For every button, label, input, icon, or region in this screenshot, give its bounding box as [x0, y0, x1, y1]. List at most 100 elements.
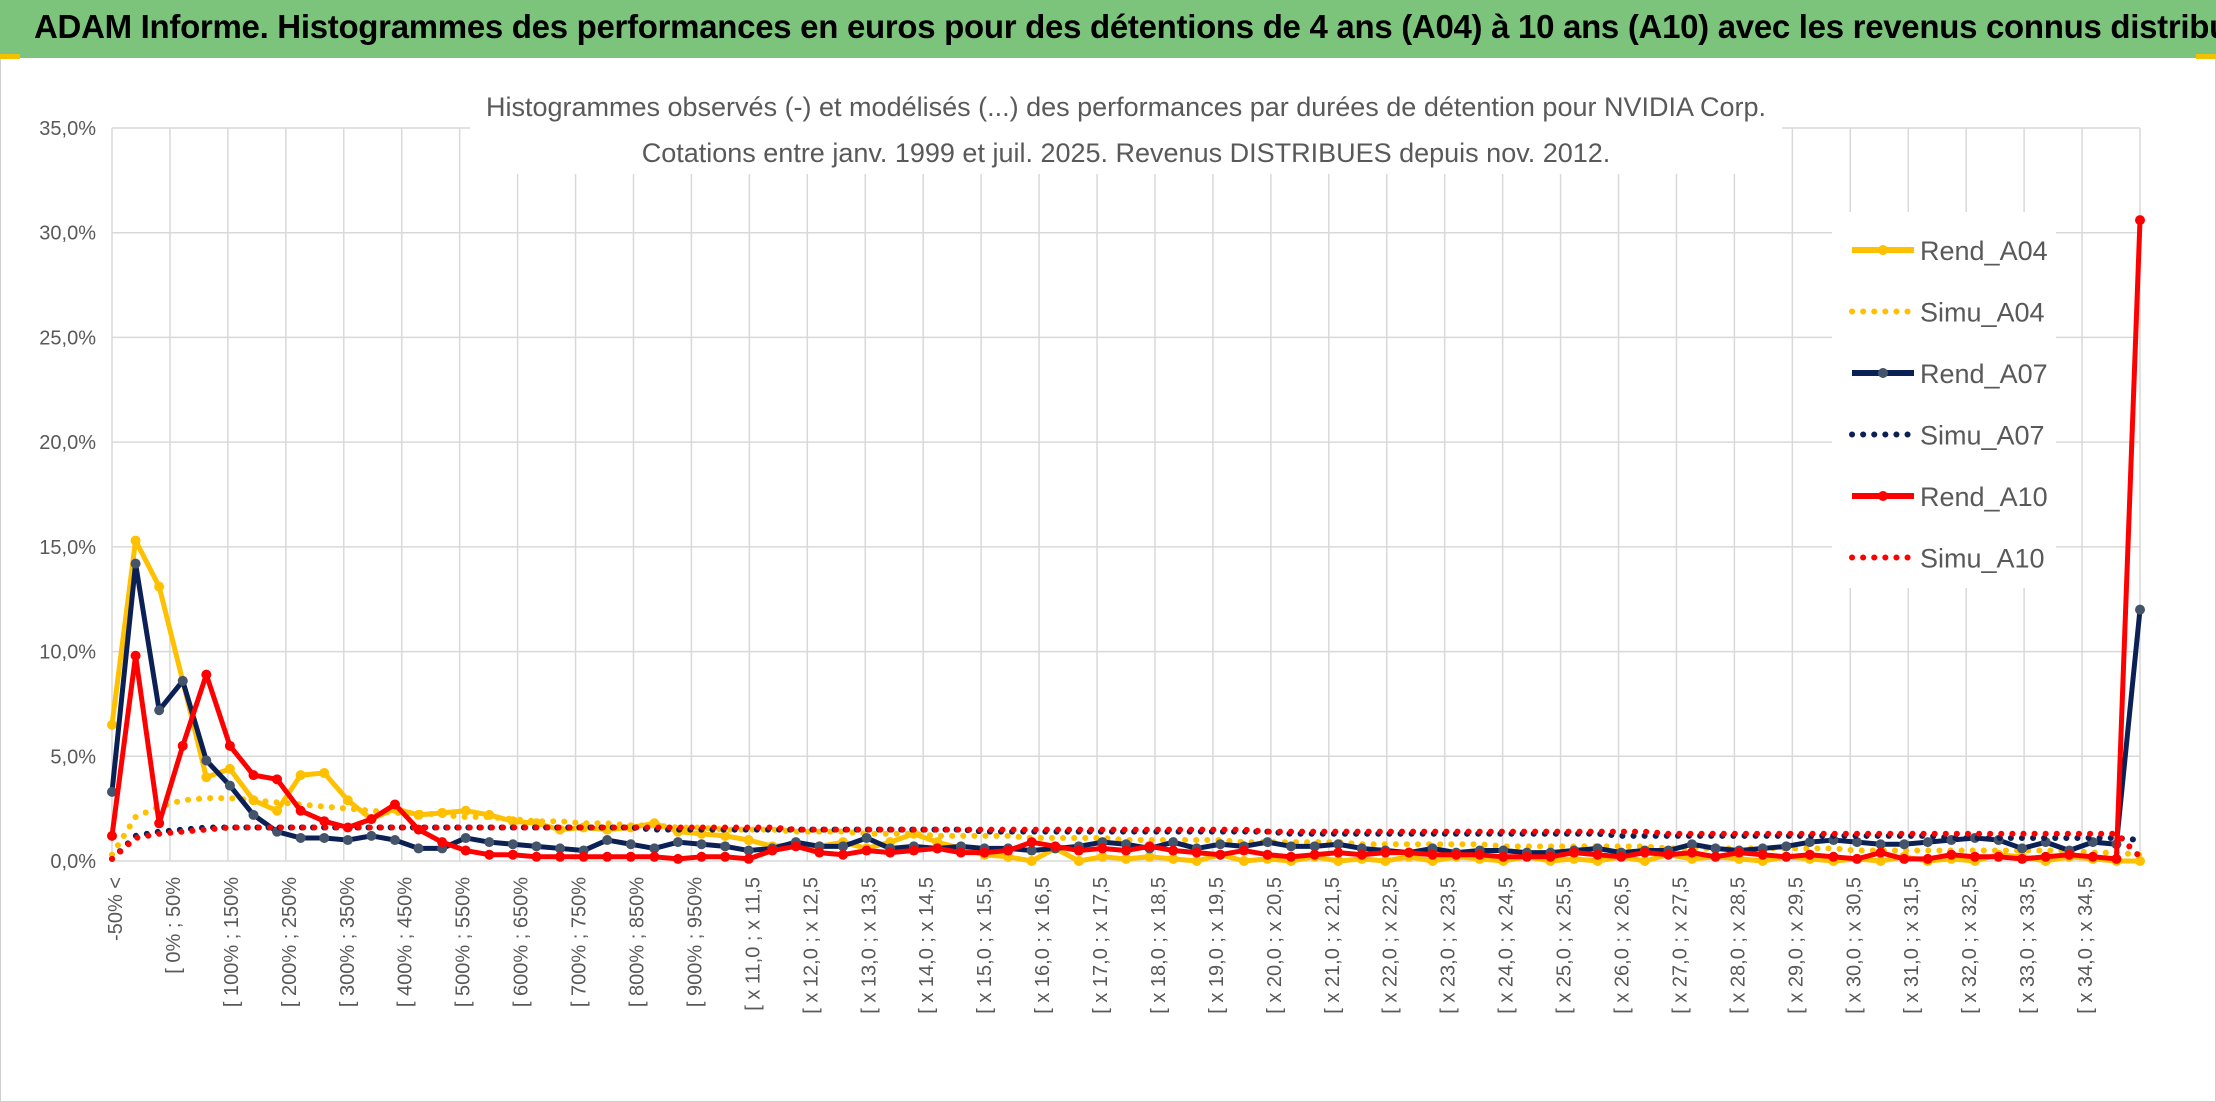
data-point — [1686, 847, 1697, 858]
data-point — [720, 830, 731, 841]
data-point — [201, 755, 212, 766]
x-axis-ticks: -50% < [ 0% ; 50% [ 100% ; 150% [ 200% ; 25… — [105, 877, 2097, 1014]
data-point — [1734, 847, 1745, 858]
data-point — [1781, 841, 1792, 852]
data-point — [177, 675, 188, 686]
x-tick-label: -50% < — [105, 877, 127, 941]
data-point — [295, 805, 306, 816]
data-point — [1309, 841, 1320, 852]
data-point — [1026, 837, 1037, 848]
data-point — [1875, 847, 1886, 858]
data-point — [1757, 849, 1768, 860]
data-point — [1215, 839, 1226, 850]
data-point — [1875, 839, 1886, 850]
x-tick-label: [ 500% ; 550% — [453, 877, 475, 1007]
data-point — [2135, 856, 2145, 866]
data-point — [1852, 837, 1863, 848]
legend-label: Simu_A07 — [1920, 421, 2045, 451]
legend-label: Rend_A04 — [1920, 236, 2048, 266]
data-point — [625, 839, 636, 850]
data-point — [107, 830, 117, 841]
y-tick-label: 5,0% — [50, 746, 96, 768]
x-tick-label: [ 900% ; 950% — [684, 877, 706, 1007]
data-point — [696, 839, 707, 850]
data-point — [460, 845, 471, 856]
series-line — [109, 824, 2143, 862]
data-point — [767, 845, 778, 856]
data-point — [389, 799, 400, 810]
legend-label: Simu_A04 — [1920, 298, 2045, 328]
data-point — [272, 805, 283, 816]
data-point — [861, 845, 872, 856]
data-point — [1191, 847, 1202, 858]
y-tick-label: 25,0% — [39, 327, 96, 349]
data-point — [1026, 845, 1037, 856]
chart-title: Histogrammes observés (-) et modélisés (… — [486, 92, 1766, 122]
legend-item-Rend_A04: Rend_A04 — [1852, 236, 2048, 266]
data-point — [1215, 849, 1226, 860]
x-tick-label: [ x 30,0 ; x 30,5 — [1843, 877, 1865, 1014]
data-point — [154, 581, 165, 592]
data-point — [1545, 851, 1556, 862]
data-point — [1238, 845, 1249, 856]
data-point — [1380, 856, 1391, 866]
data-point — [460, 832, 471, 843]
data-point — [295, 770, 306, 781]
data-point — [366, 830, 377, 841]
corner-accent-right — [2196, 54, 2216, 59]
data-point — [1804, 837, 1815, 848]
title-backdrop — [470, 82, 1782, 174]
x-tick-label: [ x 33,0 ; x 33,5 — [2017, 877, 2039, 1014]
data-point — [696, 851, 707, 862]
x-tick-label: [ x 22,0 ; x 22,5 — [1380, 877, 1402, 1014]
data-point — [224, 763, 235, 774]
data-point — [484, 837, 495, 848]
data-point — [154, 818, 165, 829]
data-point — [1333, 847, 1344, 858]
data-point — [2064, 849, 2075, 860]
data-point — [1922, 837, 1933, 848]
data-point — [1852, 853, 1863, 864]
data-point — [1380, 847, 1391, 858]
data-point — [1286, 851, 1297, 862]
data-point — [460, 805, 471, 816]
data-point — [1097, 843, 1108, 854]
data-point — [838, 841, 849, 852]
legend-item-Simu_A07: Simu_A07 — [1849, 421, 2045, 451]
data-point — [743, 853, 754, 864]
y-tick-label: 35,0% — [39, 118, 96, 140]
data-point — [1050, 841, 1061, 852]
data-point — [177, 740, 188, 751]
x-tick-label: [ x 17,0 ; x 17,5 — [1090, 877, 1112, 1014]
data-point — [908, 845, 919, 856]
data-point — [838, 849, 849, 860]
data-point — [1097, 851, 1108, 862]
data-point — [272, 774, 283, 785]
data-point — [649, 843, 660, 854]
legend-item-Simu_A10: Simu_A10 — [1849, 544, 2045, 574]
data-point — [389, 835, 400, 846]
data-point — [1899, 839, 1910, 850]
x-tick-label: [ 100% ; 150% — [221, 877, 243, 1007]
data-point — [484, 849, 495, 860]
legend-item-Rend_A07: Rend_A07 — [1852, 359, 2048, 389]
data-point — [531, 841, 542, 852]
data-point — [1333, 856, 1344, 866]
data-point — [1356, 849, 1367, 860]
data-point — [602, 851, 613, 862]
series-line — [109, 561, 2143, 856]
data-point — [130, 535, 141, 546]
data-point — [1168, 845, 1179, 856]
legend-marker — [1878, 491, 1888, 501]
data-point — [130, 558, 141, 569]
x-tick-label: [ 400% ; 450% — [395, 877, 417, 1007]
data-point — [1003, 845, 1014, 856]
x-tick-label: [ 700% ; 750% — [569, 877, 591, 1007]
x-tick-label: [ x 24,0 ; x 24,5 — [1496, 877, 1518, 1014]
data-point — [248, 770, 259, 781]
x-tick-label: [ x 19,0 ; x 19,5 — [1206, 877, 1228, 1014]
data-point — [2017, 843, 2028, 854]
x-tick-label: [ x 29,0 ; x 29,5 — [1785, 877, 1807, 1014]
data-point — [224, 740, 235, 751]
x-tick-label: [ x 27,0 ; x 27,5 — [1669, 877, 1691, 1014]
